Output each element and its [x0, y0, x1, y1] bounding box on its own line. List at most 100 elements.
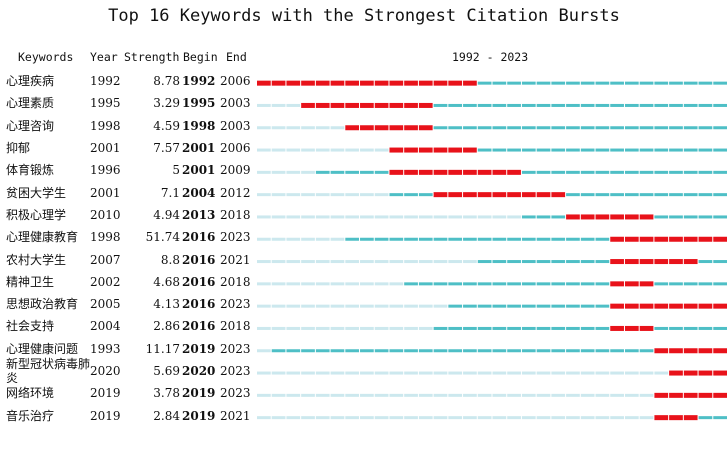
- timeline-segment: [698, 326, 713, 330]
- timeline-segment: [301, 393, 315, 397]
- timeline-segment: [698, 260, 713, 264]
- strength-value: 51.74: [145, 230, 180, 245]
- burst-segment: [404, 102, 418, 108]
- timeline-segment: [271, 126, 286, 130]
- timeline-segment: [374, 237, 389, 241]
- timeline-segment: [566, 81, 580, 85]
- timeline-segment: [698, 215, 713, 219]
- burst-segment: [477, 192, 492, 198]
- keyword-label: 网络环境: [6, 386, 55, 401]
- begin-value: 2001: [182, 141, 216, 156]
- timeline-segment: [669, 103, 683, 107]
- timeline-segment: [463, 282, 477, 286]
- timeline-segment: [551, 416, 566, 420]
- timeline-segment: [360, 371, 374, 375]
- strength-value: 4.13: [153, 297, 180, 312]
- timeline-segment: [683, 148, 698, 152]
- begin-value: 1992: [182, 74, 216, 89]
- year-value: 1998: [90, 118, 121, 133]
- timeline-segment: [433, 326, 448, 330]
- timeline-segment: [639, 416, 654, 420]
- timeline-segment: [654, 81, 669, 85]
- timeline-segment: [463, 237, 477, 241]
- timeline-segment: [301, 304, 315, 308]
- timeline-segment: [418, 237, 433, 241]
- timeline-segment: [257, 371, 271, 375]
- timeline-segment: [624, 81, 639, 85]
- timeline-segment: [595, 237, 610, 241]
- end-value: 2023: [220, 364, 251, 379]
- burst-segment: [551, 192, 566, 198]
- burst-segment: [624, 281, 639, 287]
- burst-segment: [610, 325, 624, 331]
- timeline-segment: [580, 260, 595, 264]
- burst-segment: [301, 102, 315, 108]
- timeline-segment: [301, 326, 315, 330]
- burst-segment: [683, 348, 698, 354]
- keyword-label: 精神卫生: [6, 274, 55, 289]
- year-value: 1993: [90, 341, 121, 356]
- timeline-segment: [463, 103, 477, 107]
- end-value: 2018: [220, 207, 251, 222]
- timeline-segment: [360, 326, 374, 330]
- timeline-segment: [595, 282, 610, 286]
- burst-segment: [624, 303, 639, 309]
- timeline-segment: [271, 103, 286, 107]
- year-value: 1992: [90, 74, 121, 89]
- begin-value: 2016: [182, 252, 216, 267]
- timeline-segment: [595, 304, 610, 308]
- timeline-segment: [374, 260, 389, 264]
- timeline-segment: [610, 103, 624, 107]
- burst-segment: [624, 236, 639, 242]
- burst-segment: [492, 169, 507, 175]
- timeline-segment: [566, 304, 580, 308]
- timeline-segment: [477, 282, 492, 286]
- timeline-segment: [301, 416, 315, 420]
- keyword-label: 农村大学生: [6, 252, 67, 267]
- timeline-segment: [257, 237, 271, 241]
- timeline-segment: [257, 215, 271, 219]
- timeline-segment: [624, 103, 639, 107]
- timeline-segment: [521, 103, 536, 107]
- end-value: 2018: [220, 319, 251, 334]
- burst-segment: [463, 147, 477, 153]
- timeline-segment: [360, 148, 374, 152]
- year-value: 2005: [90, 297, 121, 312]
- burst-segment: [374, 102, 389, 108]
- burst-segment: [654, 303, 669, 309]
- timeline-segment: [271, 371, 286, 375]
- timeline-segment: [624, 393, 639, 397]
- burst-segment: [654, 415, 669, 421]
- timeline-segment: [448, 416, 463, 420]
- timeline-segment: [654, 326, 669, 330]
- timeline-segment: [492, 148, 507, 152]
- timeline-segment: [610, 416, 624, 420]
- timeline-segment: [257, 103, 271, 107]
- burst-segment: [448, 169, 463, 175]
- burst-segment: [477, 169, 492, 175]
- burst-segment: [610, 236, 624, 242]
- timeline-segment: [507, 103, 521, 107]
- timeline-segment: [580, 393, 595, 397]
- timeline-segment: [330, 326, 345, 330]
- timeline-segment: [566, 260, 580, 264]
- timeline-segment: [404, 215, 418, 219]
- timeline-segment: [551, 260, 566, 264]
- timeline-segment: [507, 260, 521, 264]
- year-value: 1995: [90, 96, 121, 111]
- timeline-segment: [271, 349, 286, 353]
- timeline-segment: [286, 103, 301, 107]
- timeline-segment: [477, 215, 492, 219]
- end-value: 2021: [220, 408, 251, 423]
- begin-value: 2013: [182, 207, 216, 222]
- burst-segment: [433, 192, 448, 198]
- burst-segment: [713, 303, 727, 309]
- burst-segment: [448, 147, 463, 153]
- timeline-segment: [286, 416, 301, 420]
- end-value: 2009: [220, 163, 251, 178]
- burst-segment: [418, 125, 433, 131]
- timeline-segment: [580, 193, 595, 197]
- burst-segment: [433, 80, 448, 86]
- burst-segment: [374, 125, 389, 131]
- year-value: 2002: [90, 274, 121, 289]
